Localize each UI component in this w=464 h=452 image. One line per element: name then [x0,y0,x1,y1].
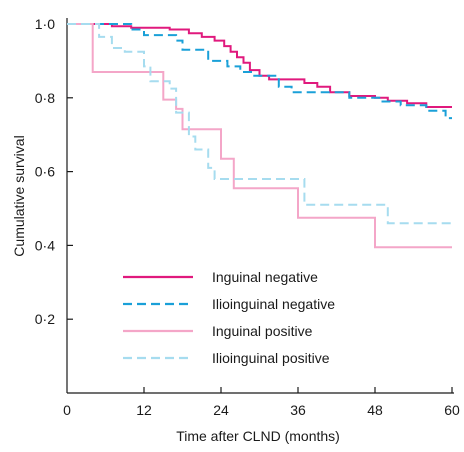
legend: Inguinal negative Ilioinguinal negative In… [123,269,335,366]
y-tick-label: 0·4 [35,237,55,253]
legend-label: Inguinal negative [212,269,318,285]
axes: 0·2 0·4 0·6 0·8 1·0 0 12 24 36 48 60 [35,16,460,418]
y-tick-label: 1·0 [35,16,55,32]
series-lines [67,23,452,249]
x-tick-label: 0 [63,402,71,418]
y-axis-title: Cumulative survival [11,135,27,256]
x-tick-label: 24 [213,402,229,418]
legend-label: Inguinal positive [212,323,313,339]
series-line-1 [67,23,452,108]
x-tick-label: 36 [290,402,306,418]
y-tick-label: 0·8 [35,90,55,106]
y-tick-label: 0·2 [35,311,55,327]
x-tick-label: 12 [136,402,152,418]
y-tick-label: 0·6 [35,164,55,180]
x-tick-label: 60 [444,402,460,418]
x-tick-label: 48 [367,402,383,418]
legend-label: Ilioinguinal positive [212,350,330,366]
series-line-3 [67,23,452,249]
legend-label: Ilioinguinal negative [212,296,335,312]
x-axis-title: Time after CLND (months) [176,428,340,444]
series-line-4 [67,23,452,225]
series-line-2 [67,23,452,120]
